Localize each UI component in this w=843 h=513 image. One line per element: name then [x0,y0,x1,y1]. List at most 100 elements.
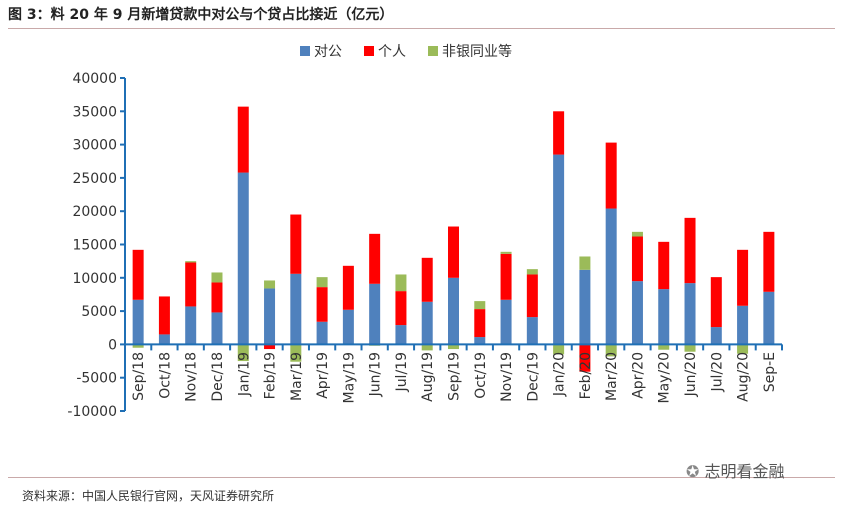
bar-个人 [605,142,617,209]
title-divider [8,28,835,29]
bar-对公 [631,281,643,345]
bar-对公 [185,306,197,345]
bar-非银同业等 [684,344,696,352]
bar-个人 [526,274,538,318]
x-tick-label: Feb/19 [263,352,279,399]
bar-非银同业等 [211,272,223,283]
x-tick-label: Jun/19 [368,352,384,397]
bar-个人 [658,241,670,290]
bar-对公 [369,283,381,345]
bar-个人 [342,265,354,310]
x-tick-label: Jul/20 [709,352,725,392]
bar-非银同业等 [579,256,591,270]
bar-对公 [710,327,722,345]
bar-非银同业等 [185,261,197,263]
bar-对公 [211,312,223,345]
x-tick-label: Jun/20 [683,352,699,397]
bar-非银同业等 [264,280,276,289]
x-tick-label: May/19 [341,352,357,403]
bar-对公 [474,337,486,345]
bar-个人 [763,231,775,292]
bar-个人 [316,287,328,322]
bar-对公 [579,269,591,345]
bar-非银同业等 [395,274,407,292]
bar-非银同业等 [737,344,749,354]
bar-对公 [763,291,775,345]
footer-divider [8,477,835,478]
y-tick-label: -5000 [76,371,117,387]
x-tick-label: Sep/19 [447,352,463,401]
bar-对公 [132,299,144,345]
bar-对公 [500,299,512,345]
x-tick-label: Mar/20 [604,352,620,401]
bar-个人 [500,253,512,300]
figure-title: 图 3：料 20 年 9 月新增贷款中对公与个贷占比接近（亿元） [8,7,394,23]
bar-对公 [605,208,617,345]
watermark-text: 志明看金融 [704,462,785,481]
legend-label: 个人 [378,44,406,60]
x-tick-label: Sep-E [762,352,778,392]
bar-对公 [158,334,170,345]
bar-个人 [579,344,591,372]
x-tick-label: Dec/19 [525,352,541,402]
x-tick-label: Nov/19 [499,352,515,402]
y-tick-label: -10000 [67,404,117,420]
x-tick-label: Dec/18 [210,352,226,402]
bar-非银同业等 [237,344,249,362]
bar-非银同业等 [631,231,643,237]
legend-swatch [300,46,310,56]
bar-个人 [448,226,459,278]
y-tick-label: 25000 [72,171,117,187]
x-tick-label: Mar/19 [289,352,305,401]
y-tick-label: 30000 [72,138,117,154]
legend-swatch [428,46,438,56]
x-tick-label: Feb/20 [578,352,594,399]
bar-非银同业等 [658,344,670,350]
x-tick-label: Nov/18 [184,352,200,402]
watermark: ✪ 志明看金融 [686,458,785,482]
x-tick-label: Jan/19 [236,352,252,397]
x-tick-label: Aug/20 [736,352,752,402]
bar-对公 [684,283,696,345]
bar-对公 [737,305,749,345]
bar-非银同业等 [526,269,538,275]
x-tick-label: Apr/19 [315,352,331,399]
bar-对公 [448,277,459,345]
bar-对公 [658,289,670,345]
bar-个人 [631,236,643,282]
bar-对公 [290,273,302,345]
x-tick-label: Jan/20 [552,352,568,397]
legend-label: 非银同业等 [442,43,512,60]
bar-对公 [342,309,354,345]
y-tick-label: 40000 [72,71,117,87]
x-tick-label: Aug/19 [420,352,436,402]
y-tick-label: 15000 [72,238,117,254]
bar-个人 [395,291,407,326]
x-tick-label: Sep/18 [131,352,147,401]
bar-对公 [395,325,407,345]
bar-非银同业等 [553,344,565,355]
bar-个人 [684,217,696,284]
bar-非银同业等 [605,344,617,357]
legend-swatch [364,46,374,56]
y-tick-label: 35000 [72,104,117,120]
legend-label: 对公 [314,44,342,60]
bar-个人 [237,106,249,173]
bar-对公 [526,317,538,345]
bar-对公 [264,288,276,345]
y-tick-label: 5000 [81,304,117,320]
bar-对公 [237,172,249,345]
x-tick-label: Apr/20 [630,352,646,399]
y-tick-label: 20000 [72,204,117,220]
bar-个人 [421,257,433,302]
bar-非银同业等 [474,301,486,310]
bar-非银同业等 [500,251,512,254]
bar-个人 [211,282,223,313]
bar-非银同业等 [290,344,302,362]
wechat-icon: ✪ [686,462,705,481]
x-tick-label: Jul/19 [394,352,410,392]
y-tick-label: 10000 [72,271,117,287]
bar-个人 [474,309,486,338]
bar-非银同业等 [421,344,433,351]
